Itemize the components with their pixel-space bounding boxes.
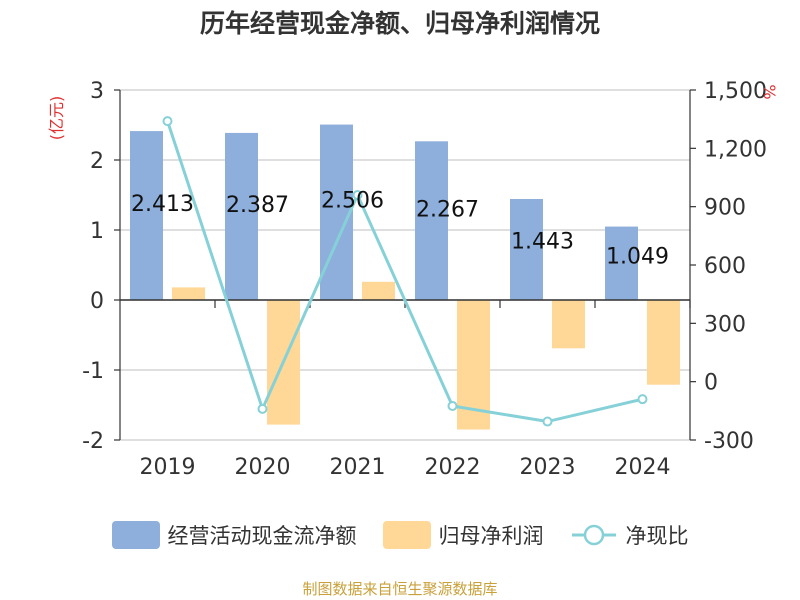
right-tick-label: 600 [704,254,746,279]
data-label-operating-cashflow: 2.387 [226,193,289,218]
data-label-operating-cashflow: 2.506 [321,189,384,214]
right-tick-label: 1,200 [704,137,767,162]
ratio-point [352,190,363,200]
left-tick-label: -1 [82,359,104,384]
data-label-operating-cashflow: 2.413 [131,192,194,217]
x-tick-label: 2022 [425,455,481,480]
chart-title: 历年经营现金净额、归母净利润情况 [199,9,600,38]
left-tick-label: 1 [90,219,104,244]
bar-net-profit [172,287,205,300]
source-note: 制图数据来自恒生聚源数据库 [302,580,498,598]
bar-operating-cashflow [510,198,543,300]
bar-operating-cashflow [130,131,163,300]
legend-item-net-profit[interactable]: 归母净利润 [382,520,544,550]
left-tick-label: 2 [90,149,104,174]
left-axis-unit: (亿元) [47,96,66,141]
data-label-operating-cashflow: 1.049 [606,245,669,270]
left-tick-label: -2 [82,429,104,454]
right-axis-unit: % [760,84,779,99]
grid-lines [120,89,690,441]
ratio-point [162,116,173,127]
bar-operating-cashflow [415,141,448,300]
bar-net-profit [647,300,680,385]
data-label-operating-cashflow: 1.443 [511,229,574,254]
bar-operating-cashflow [605,226,638,300]
left-tick-label: 3 [90,79,104,104]
bar-net-profit [362,281,395,300]
ratio-line [162,116,648,427]
x-tick-label: 2021 [330,455,386,480]
right-tick-label: 300 [704,312,746,337]
x-tick-label: 2020 [235,455,291,480]
right-tick-label: 0 [704,371,718,396]
legend-label-net-profit: 归母净利润 [438,524,544,548]
legend-item-operating-cashflow[interactable]: 经营活动现金流净额 [111,520,357,550]
bar-operating-cashflow [225,132,258,300]
legend-label-cash-ratio: 净现比 [625,524,689,548]
bar-operating-cashflow [320,124,353,300]
legend-swatch-net-profit [382,521,431,549]
legend-swatch-operating-cashflow [111,521,160,549]
ratio-point [637,394,648,405]
legend-item-cash-ratio[interactable]: 净现比 [570,520,689,550]
ratio-point [542,416,553,427]
bar-net-profit [552,300,585,349]
right-tick-label: -300 [704,429,754,454]
axes: 3 2 1 0 -1 -2 1,500 1,200 900 600 300 0 -300 (亿元)% 201… [47,79,779,480]
ratio-point [257,403,268,414]
x-tick-label: 2019 [140,455,196,480]
legend: 经营活动现金流净额 归母净利润 净现比 [0,515,800,555]
data-label-operating-cashflow: 2.267 [416,198,479,223]
x-tick-label: 2024 [615,455,671,480]
x-tick-label: 2023 [520,455,576,480]
legend-line-icon [571,524,616,546]
data-labels: 2.413 2.387 2.506 2.267 1.443 1.049 [131,189,669,270]
ratio-line-path [166,120,643,424]
right-tick-label: 1,500 [704,79,767,104]
right-tick-label: 900 [704,196,746,221]
bars [130,124,680,430]
legend-label-operating-cashflow: 经营活动现金流净额 [167,524,357,548]
left-tick-label: 0 [90,289,104,314]
ratio-point [447,400,458,411]
